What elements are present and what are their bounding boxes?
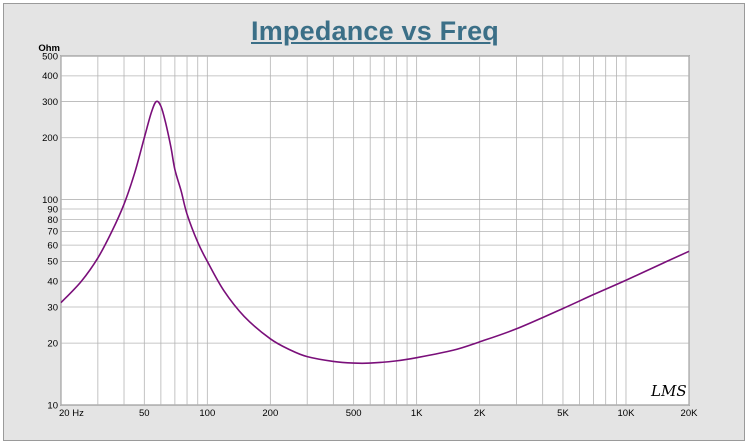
x-tick-label: 20 Hz — [59, 408, 84, 419]
y-tick-label: 60 — [47, 240, 58, 251]
y-tick-label: 100 — [42, 195, 58, 206]
grid-lines — [60, 55, 690, 406]
x-tick-label: 1K — [411, 408, 423, 419]
y-tick-label: 20 — [47, 338, 58, 349]
y-tick-label: 500 — [42, 51, 58, 62]
y-tick-label: 300 — [42, 97, 58, 108]
y-tick-label: 90 — [47, 204, 58, 215]
impedance-curve — [60, 100, 690, 365]
x-tick-labels: 20 Hz 50 100 200 500 1K 2K 5K 10K 20K — [59, 408, 698, 419]
y-tick-label: 10 — [47, 400, 58, 411]
y-tick-label: 40 — [47, 277, 58, 288]
x-tick-label: 50 — [139, 408, 150, 419]
y-tick-label: 30 — [47, 302, 58, 313]
y-axis-unit-label: Ohm — [38, 43, 60, 54]
x-tick-label: 5K — [557, 408, 569, 419]
y-tick-label: 80 — [47, 215, 58, 226]
y-tick-label: 50 — [47, 257, 58, 268]
x-tick-label: 10K — [618, 408, 636, 419]
y-tick-label: 200 — [42, 133, 58, 144]
lms-signature: LMS — [650, 382, 687, 400]
x-tick-label: 100 — [199, 408, 215, 419]
x-tick-label: 500 — [346, 408, 362, 419]
y-tick-label: 70 — [47, 227, 58, 238]
x-tick-label: 200 — [262, 408, 278, 419]
plot-area — [60, 55, 690, 406]
x-tick-label: 20K — [681, 408, 699, 419]
chart-title: Impedance vs Freq — [251, 16, 499, 46]
x-tick-label: 2K — [474, 408, 486, 419]
y-tick-label: 400 — [42, 71, 58, 82]
